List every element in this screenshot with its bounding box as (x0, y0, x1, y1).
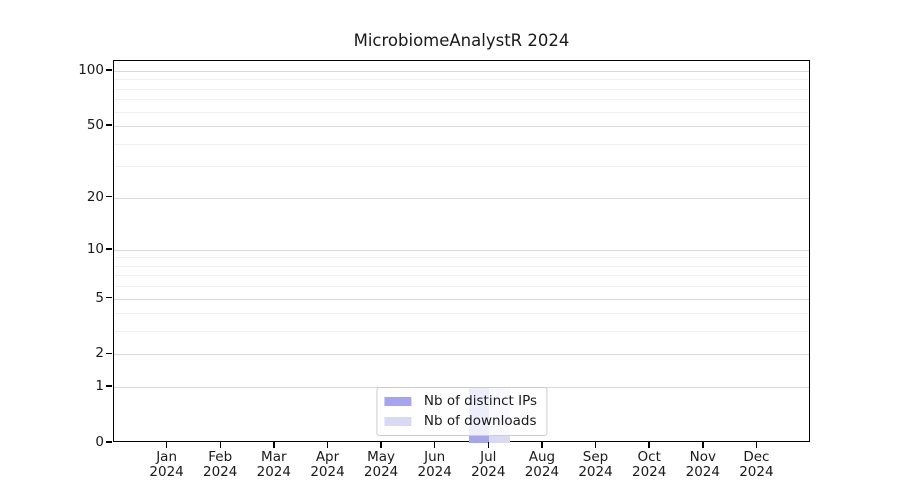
x-tick (380, 442, 382, 448)
minor-gridline (114, 111, 809, 113)
y-tick (106, 352, 112, 355)
x-tick-label: Apr 2024 (310, 449, 345, 480)
y-tick-label: 50 (86, 117, 104, 134)
x-tick-label: Oct 2024 (632, 449, 667, 480)
legend-entry-distinct-ips: Nb of distinct IPs (383, 393, 538, 409)
y-tick-label: 2 (95, 345, 104, 362)
x-tick (541, 442, 543, 448)
minor-gridline (114, 265, 809, 267)
legend-entry-downloads: Nb of downloads (383, 413, 537, 429)
x-tick-label: Jul 2024 (471, 449, 506, 480)
y-tick (106, 441, 112, 443)
plot-area: Nb of distinct IPs Nb of downloads (113, 60, 810, 443)
x-tick (702, 442, 704, 448)
x-tick (433, 442, 436, 448)
minor-gridline (114, 99, 809, 101)
x-tick-label: Aug 2024 (524, 449, 560, 480)
major-gridline (114, 298, 809, 300)
major-gridline (114, 71, 809, 72)
major-gridline (114, 354, 809, 356)
y-tick (106, 248, 112, 250)
y-tick (106, 385, 112, 387)
y-tick-label: 20 (86, 188, 104, 205)
major-gridline (114, 126, 809, 128)
minor-gridline (114, 286, 809, 288)
x-tick-label: Nov 2024 (685, 449, 720, 480)
x-tick (648, 442, 650, 448)
major-gridline (114, 249, 809, 251)
y-tick (106, 124, 112, 126)
y-tick-label: 100 (78, 62, 104, 78)
x-tick (326, 442, 329, 448)
legend: Nb of distinct IPs Nb of downloads (375, 387, 548, 436)
x-tick (755, 442, 758, 448)
y-tick-label: 5 (95, 289, 104, 306)
x-tick (594, 442, 597, 448)
chart-title: MicrobiomeAnalystR 2024 (353, 31, 570, 50)
y-tick (106, 296, 112, 299)
x-tick-label: Feb 2024 (203, 449, 238, 480)
x-tick (487, 442, 490, 448)
minor-gridline (114, 79, 809, 81)
x-tick-label: Jan 2024 (149, 449, 184, 480)
legend-swatch-distinct-ips-icon (383, 396, 411, 406)
minor-gridline (114, 257, 809, 259)
minor-gridline (114, 275, 809, 277)
minor-gridline (114, 88, 809, 90)
major-gridline (114, 197, 809, 199)
minor-gridline (114, 331, 809, 333)
x-tick (165, 442, 168, 448)
legend-swatch-downloads-icon (383, 416, 411, 426)
minor-gridline (114, 143, 809, 145)
y-tick (106, 195, 112, 198)
minor-gridline (114, 313, 809, 315)
x-tick-label: Jun 2024 (417, 449, 452, 480)
x-tick-label: Sep 2024 (578, 449, 613, 480)
y-tick-label: 10 (86, 240, 104, 257)
y-tick (106, 69, 112, 71)
x-tick-label: Mar 2024 (256, 449, 291, 480)
x-tick-label: Dec 2024 (739, 449, 774, 480)
y-tick-label: 0 (95, 434, 104, 450)
x-tick (219, 442, 221, 448)
legend-label-distinct-ips: Nb of distinct IPs (423, 393, 538, 409)
x-tick-label: May 2024 (363, 449, 399, 480)
y-tick-label: 1 (95, 378, 104, 395)
minor-gridline (114, 166, 809, 168)
x-tick (273, 442, 275, 448)
legend-label-downloads: Nb of downloads (423, 413, 537, 429)
